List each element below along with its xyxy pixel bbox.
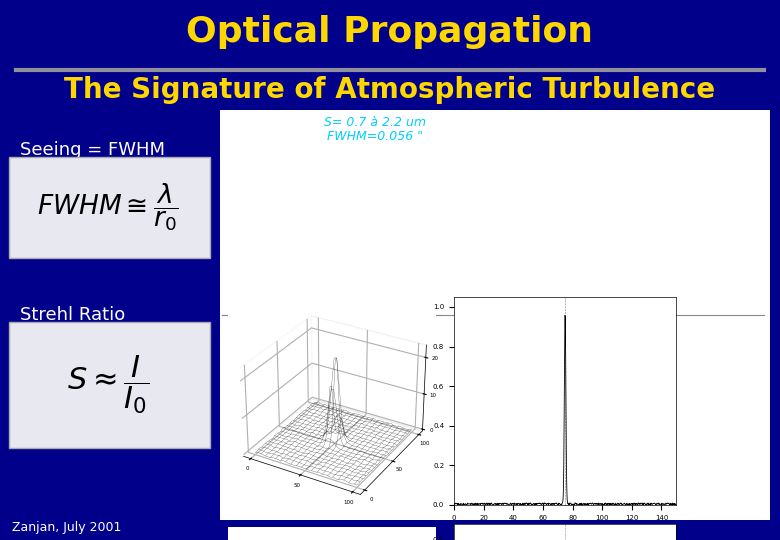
FancyBboxPatch shape xyxy=(220,110,770,520)
Text: FWHM=0.056 ": FWHM=0.056 " xyxy=(327,130,423,143)
X-axis label: Position: Position xyxy=(551,526,579,532)
Text: Strehl Ratio: Strehl Ratio xyxy=(20,306,126,324)
Text: FWHM=0.065 ": FWHM=0.065 " xyxy=(327,320,423,333)
Text: Optical Propagation: Optical Propagation xyxy=(186,15,594,49)
Text: $S \approx \dfrac{I}{I_0}$: $S \approx \dfrac{I}{I_0}$ xyxy=(67,354,149,416)
Text: S=0.3 à 2.2 um: S=0.3 à 2.2 um xyxy=(326,306,424,319)
Text: $FWHM \cong \dfrac{\lambda}{r_0}$: $FWHM \cong \dfrac{\lambda}{r_0}$ xyxy=(37,181,179,233)
Text: Seeing = FWHM: Seeing = FWHM xyxy=(20,141,165,159)
Text: Zanjan, July 2001: Zanjan, July 2001 xyxy=(12,522,122,535)
Text: S= 0.7 à 2.2 um: S= 0.7 à 2.2 um xyxy=(324,116,426,129)
Text: The Signature of Atmospheric Turbulence: The Signature of Atmospheric Turbulence xyxy=(65,76,715,104)
FancyBboxPatch shape xyxy=(9,322,210,448)
FancyBboxPatch shape xyxy=(9,157,210,258)
